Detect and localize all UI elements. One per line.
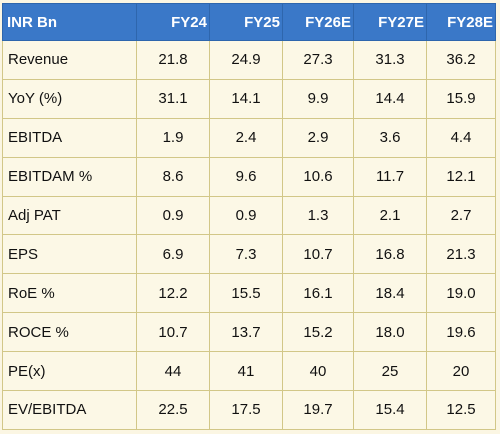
- row-label: RoE %: [2, 273, 137, 314]
- table-cell: 9.9: [282, 78, 354, 119]
- header-fy25: FY25: [209, 3, 283, 41]
- table-row: Adj PAT 0.9 0.9 1.3 2.1 2.7: [2, 195, 496, 236]
- table-cell: 40: [282, 351, 354, 392]
- table-cell: 10.7: [136, 312, 210, 353]
- table-cell: 44: [136, 351, 210, 392]
- table-body: Revenue 21.8 24.9 27.3 31.3 36.2 YoY (%) 31.1 14…: [2, 40, 496, 430]
- table-cell: 15.5: [209, 273, 283, 314]
- row-label: EBITDA: [2, 117, 137, 158]
- table-cell: 21.3: [426, 234, 496, 275]
- table-row: Revenue 21.8 24.9 27.3 31.3 36.2: [2, 40, 496, 80]
- table-cell: 0.9: [209, 195, 283, 236]
- table-cell: 25: [353, 351, 427, 392]
- header-unit: INR Bn: [2, 3, 137, 41]
- table-cell: 27.3: [282, 40, 354, 80]
- row-label: ROCE %: [2, 312, 137, 353]
- table-cell: 18.4: [353, 273, 427, 314]
- table-cell: 10.7: [282, 234, 354, 275]
- table-cell: 24.9: [209, 40, 283, 80]
- table-cell: 8.6: [136, 156, 210, 197]
- table-cell: 15.9: [426, 78, 496, 119]
- table-cell: 12.2: [136, 273, 210, 314]
- table-cell: 15.2: [282, 312, 354, 353]
- table-cell: 2.7: [426, 195, 496, 236]
- row-label: Adj PAT: [2, 195, 137, 236]
- row-label: YoY (%): [2, 78, 137, 119]
- table-cell: 41: [209, 351, 283, 392]
- table-cell: 19.0: [426, 273, 496, 314]
- table-cell: 10.6: [282, 156, 354, 197]
- table-cell: 4.4: [426, 117, 496, 158]
- table-row: PE(x) 44 41 40 25 20: [2, 351, 496, 392]
- header-fy27e: FY27E: [353, 3, 427, 41]
- table-row: YoY (%) 31.1 14.1 9.9 14.4 15.9: [2, 78, 496, 119]
- table-row: EPS 6.9 7.3 10.7 16.8 21.3: [2, 234, 496, 275]
- table-cell: 14.4: [353, 78, 427, 119]
- row-label: Revenue: [2, 40, 137, 80]
- table-row: EV/EBITDA 22.5 17.5 19.7 15.4 12.5: [2, 390, 496, 430]
- table-cell: 36.2: [426, 40, 496, 80]
- table-row: EBITDA 1.9 2.4 2.9 3.6 4.4: [2, 117, 496, 158]
- row-label: EPS: [2, 234, 137, 275]
- table-cell: 14.1: [209, 78, 283, 119]
- table-cell: 19.7: [282, 390, 354, 430]
- row-label: EV/EBITDA: [2, 390, 137, 430]
- table-cell: 20: [426, 351, 496, 392]
- table-row: RoE % 12.2 15.5 16.1 18.4 19.0: [2, 273, 496, 314]
- table-cell: 6.9: [136, 234, 210, 275]
- table-cell: 11.7: [353, 156, 427, 197]
- header-fy26e: FY26E: [282, 3, 354, 41]
- table-cell: 22.5: [136, 390, 210, 430]
- table-header-row: INR Bn FY24 FY25 FY26E FY27E FY28E: [2, 3, 496, 41]
- table-cell: 18.0: [353, 312, 427, 353]
- table-cell: 2.4: [209, 117, 283, 158]
- row-label: PE(x): [2, 351, 137, 392]
- table-cell: 2.1: [353, 195, 427, 236]
- table-cell: 12.1: [426, 156, 496, 197]
- table-cell: 17.5: [209, 390, 283, 430]
- table-cell: 12.5: [426, 390, 496, 430]
- table-cell: 16.1: [282, 273, 354, 314]
- table-row: EBITDAM % 8.6 9.6 10.6 11.7 12.1: [2, 156, 496, 197]
- financial-summary-table: INR Bn FY24 FY25 FY26E FY27E FY28E Reven…: [2, 3, 496, 430]
- table-cell: 2.9: [282, 117, 354, 158]
- table-cell: 31.3: [353, 40, 427, 80]
- table-cell: 31.1: [136, 78, 210, 119]
- header-fy24: FY24: [136, 3, 210, 41]
- table-row: ROCE % 10.7 13.7 15.2 18.0 19.6: [2, 312, 496, 353]
- table-cell: 3.6: [353, 117, 427, 158]
- row-label: EBITDAM %: [2, 156, 137, 197]
- table-cell: 9.6: [209, 156, 283, 197]
- table-cell: 1.3: [282, 195, 354, 236]
- table-cell: 7.3: [209, 234, 283, 275]
- table-cell: 1.9: [136, 117, 210, 158]
- table-cell: 13.7: [209, 312, 283, 353]
- table-cell: 15.4: [353, 390, 427, 430]
- table-cell: 21.8: [136, 40, 210, 80]
- table-cell: 0.9: [136, 195, 210, 236]
- table-cell: 16.8: [353, 234, 427, 275]
- table-cell: 19.6: [426, 312, 496, 353]
- header-fy28e: FY28E: [426, 3, 496, 41]
